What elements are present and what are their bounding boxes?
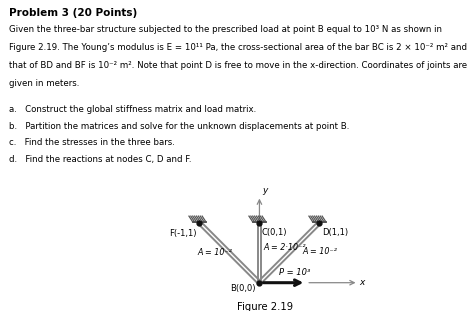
Text: d.   Find the reactions at nodes C, D and F.: d. Find the reactions at nodes C, D and … [9,155,192,164]
Text: A = 10⁻²: A = 10⁻² [302,247,337,256]
Text: Figure 2.19: Figure 2.19 [237,302,293,311]
Text: c.   Find the stresses in the three bars.: c. Find the stresses in the three bars. [9,138,175,147]
Text: A = 10⁻²: A = 10⁻² [197,248,232,257]
Text: B(0,0): B(0,0) [230,284,256,293]
Text: that of BD and BF is 10⁻² m². Note that point D is free to move in the x-directi: that of BD and BF is 10⁻² m². Note that … [9,61,468,70]
Text: b.   Partition the matrices and solve for the unknown displacements at point B.: b. Partition the matrices and solve for … [9,122,350,131]
Text: Problem 3 (20 Points): Problem 3 (20 Points) [9,8,138,18]
Text: P = 10³: P = 10³ [279,268,310,277]
Text: C(0,1): C(0,1) [262,228,287,237]
Text: D(1,1): D(1,1) [322,228,348,237]
Text: Given the three-bar structure subjected to the prescribed load at point B equal : Given the three-bar structure subjected … [9,25,443,34]
Text: a.   Construct the global stiffness matrix and load matrix.: a. Construct the global stiffness matrix… [9,105,257,114]
Text: y: y [262,185,267,194]
Text: given in meters.: given in meters. [9,79,80,88]
Text: F(-1,1): F(-1,1) [170,229,197,238]
Text: A = 2·10⁻²: A = 2·10⁻² [264,244,306,253]
Text: x: x [360,278,365,287]
Text: Figure 2.19. The Young’s modulus is E = 10¹¹ Pa, the cross-sectional area of the: Figure 2.19. The Young’s modulus is E = … [9,43,467,52]
